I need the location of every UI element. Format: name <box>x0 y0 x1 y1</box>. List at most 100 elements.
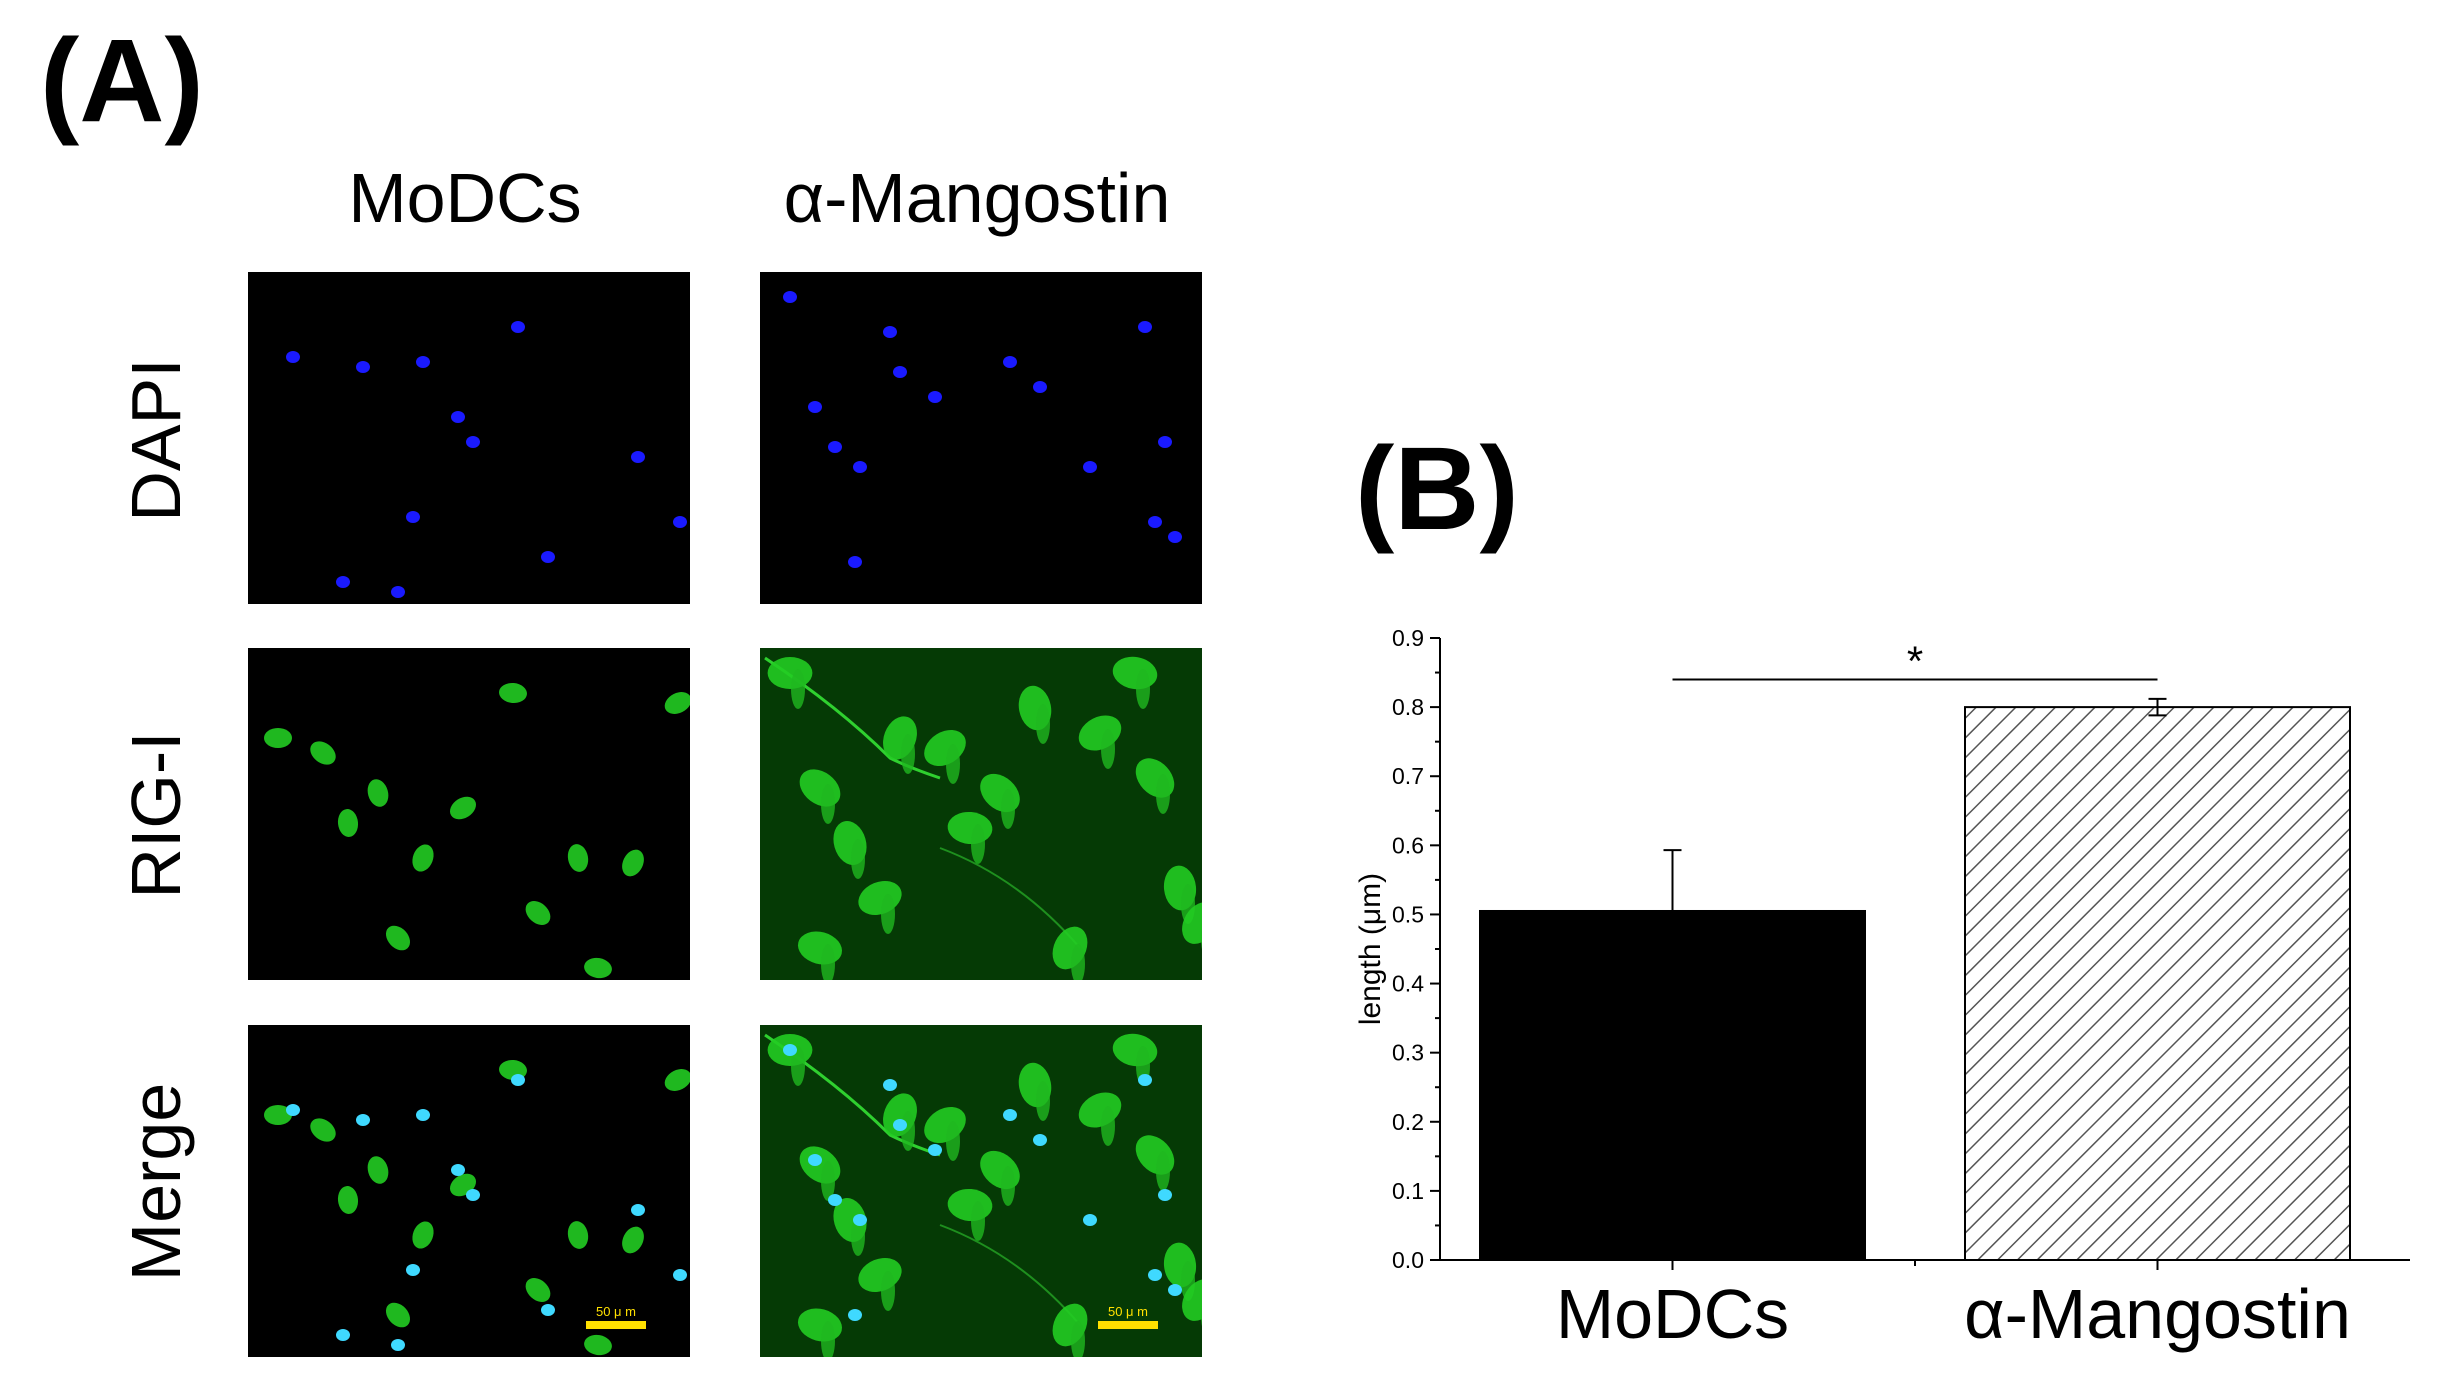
nucleus <box>883 326 897 338</box>
micrograph-mangostin-dapi <box>760 272 1202 604</box>
rig-i-cell-process <box>1101 1106 1115 1146</box>
nucleus <box>808 401 822 413</box>
rig-i-cell-process <box>901 734 915 774</box>
rig-i-cell-process <box>971 824 985 864</box>
rig-i-cell-process <box>1201 1305 1202 1327</box>
row-header-merge: Merge <box>117 1082 195 1282</box>
nucleus <box>406 1264 420 1276</box>
rig-i-cell-process <box>1001 1166 1015 1206</box>
micrograph-content: 50 μ m <box>264 1059 690 1356</box>
rig-i-cell <box>1182 1279 1202 1321</box>
x-tick-label: α-Mangostin <box>1964 1275 2351 1353</box>
rig-i-cell <box>310 1118 336 1142</box>
nucleus <box>853 1214 867 1226</box>
rig-i-cell <box>385 925 411 951</box>
nucleus <box>1083 461 1097 473</box>
nucleus <box>848 1309 862 1321</box>
rig-i-cell-process <box>946 744 960 784</box>
bar <box>1479 909 1866 1261</box>
rig-i-cell-process <box>946 1121 960 1161</box>
rig-i-cell <box>337 809 359 837</box>
rig-i-cell-process <box>1101 729 1115 769</box>
rig-i-cell-process <box>821 784 835 824</box>
rig-i-cell <box>264 1105 292 1125</box>
bar-chart: 0.0 0.1 0.2 0.3 0.4 0.5 0.6 0.7 0.8 0.9 length (μm… <box>1354 625 2410 1353</box>
nucleus <box>1083 1214 1097 1226</box>
micrograph-modcs-dapi <box>248 272 690 604</box>
rig-i-cell <box>499 682 527 704</box>
nucleus <box>1148 1269 1162 1281</box>
micrograph-content <box>783 291 1182 568</box>
scale-bar-label: 50 μ m <box>1108 1304 1148 1319</box>
panel-a-label: (A) <box>40 15 204 147</box>
y-tick-label: 0.2 <box>1392 1109 1424 1135</box>
y-tick-label: 0.7 <box>1392 763 1424 789</box>
rig-i-cell-process <box>851 1216 865 1256</box>
nucleus <box>808 1154 822 1166</box>
micrograph-mangostin-merge: 50 μ m <box>760 1025 1202 1357</box>
scale-bar-label: 50 μ m <box>596 1304 636 1319</box>
rig-i-cell-process <box>881 894 895 934</box>
micrograph-modcs-rig-i <box>248 648 690 980</box>
rig-i-cell-process <box>901 1111 915 1151</box>
scale-bar <box>586 1321 646 1329</box>
y-tick-label: 0.5 <box>1392 901 1424 927</box>
nucleus <box>406 511 420 523</box>
nucleus <box>1003 356 1017 368</box>
micrograph-content: 50 μ m <box>760 1025 1202 1357</box>
nucleus <box>828 441 842 453</box>
rig-i-cell-process <box>1036 704 1050 744</box>
rig-i-cell-process <box>1156 774 1170 814</box>
rig-i-cell <box>567 1221 589 1249</box>
nucleus <box>883 1079 897 1091</box>
nucleus <box>1033 381 1047 393</box>
rig-i-cell <box>412 844 434 872</box>
rig-i-cell <box>449 796 477 820</box>
nucleus <box>336 576 350 588</box>
rig-i-cell <box>664 692 690 714</box>
nucleus <box>1158 436 1172 448</box>
rig-i-cell-process <box>851 839 865 879</box>
nucleus <box>541 551 555 563</box>
rig-i-cell <box>385 1302 411 1328</box>
nucleus <box>828 1194 842 1206</box>
rig-i-cell-process <box>821 1321 835 1357</box>
nucleus <box>673 1269 687 1281</box>
rig-i-cell-process <box>821 1161 835 1201</box>
nucleus <box>1033 1134 1047 1146</box>
micrograph-content <box>264 682 690 979</box>
nucleus <box>853 461 867 473</box>
nucleus <box>1168 1284 1182 1296</box>
nucleus <box>1148 516 1162 528</box>
y-tick-label: 0.9 <box>1392 625 1424 651</box>
rig-i-cell <box>264 728 292 748</box>
rig-i-cell-process <box>1156 1151 1170 1191</box>
nucleus <box>466 436 480 448</box>
rig-i-cell-process <box>791 1046 805 1086</box>
rig-i-cell-process <box>1071 944 1085 980</box>
nucleus <box>1158 1189 1172 1201</box>
rig-i-cell <box>584 957 612 979</box>
micrograph-modcs-merge: 50 μ m <box>248 1025 690 1357</box>
scale-bar <box>1098 1321 1158 1329</box>
column-header-mangostin: α-Mangostin <box>783 159 1171 237</box>
nucleus <box>783 291 797 303</box>
nucleus <box>451 411 465 423</box>
rig-i-cell <box>367 779 389 807</box>
y-tick-label: 0.4 <box>1392 971 1424 997</box>
rig-i-cell-process <box>1071 1321 1085 1357</box>
nucleus <box>541 1304 555 1316</box>
y-axis-label: length (μm) <box>1354 873 1387 1025</box>
micrograph-content <box>286 321 687 598</box>
rig-i-cell <box>584 1334 612 1356</box>
rig-i-cell-process <box>791 669 805 709</box>
nucleus <box>1138 321 1152 333</box>
nucleus <box>416 356 430 368</box>
rig-i-cell <box>412 1221 434 1249</box>
rig-i-cell <box>525 1278 551 1302</box>
nucleus <box>783 1044 797 1056</box>
column-header-modcs: MoDCs <box>348 159 582 237</box>
rig-i-cell <box>567 844 589 872</box>
nucleus <box>356 1114 370 1126</box>
y-tick-label: 0.6 <box>1392 832 1424 858</box>
